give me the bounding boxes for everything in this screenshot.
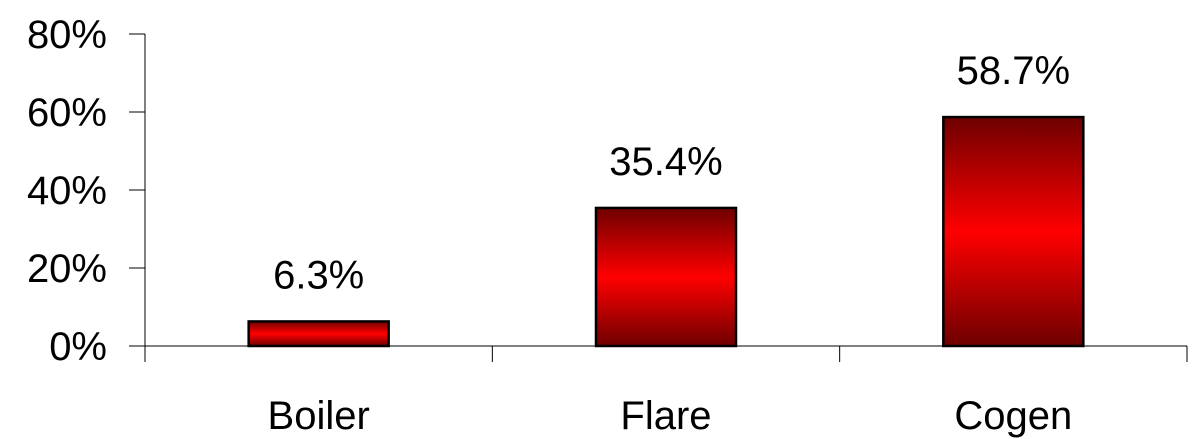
bar-flare (594, 206, 738, 348)
data-label: 35.4% (609, 140, 722, 184)
x-axis: Boiler Flare Cogen (144, 345, 1188, 438)
data-labels: 6.3% 35.4% 58.7% (273, 49, 1070, 297)
y-tick-label: 80% (27, 13, 107, 57)
bar-boiler (247, 320, 390, 348)
y-tick-label: 40% (27, 169, 107, 213)
y-tick-label: 20% (27, 247, 107, 291)
y-axis: 0% 20% 40% 60% 80% (27, 13, 146, 369)
y-tick-label: 0% (49, 325, 107, 369)
x-tick-label: Cogen (954, 394, 1072, 438)
data-label: 6.3% (273, 253, 364, 297)
x-tick-label: Flare (620, 394, 711, 438)
x-tick-label: Boiler (268, 394, 370, 438)
y-tick-label: 60% (27, 91, 107, 135)
data-label: 58.7% (957, 49, 1070, 93)
bars (247, 115, 1085, 348)
bar-cogen (942, 115, 1085, 348)
